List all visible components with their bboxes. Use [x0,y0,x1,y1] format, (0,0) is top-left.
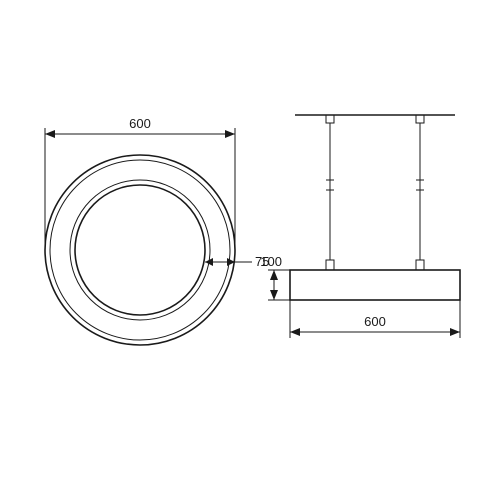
pendant-side-view: 100 600 [260,115,460,338]
body-width-dim: 600 [290,300,460,338]
ring-top-view: 600 75 [45,116,269,345]
dimension-drawing: 600 75 [0,0,500,500]
ring-diameter-label: 600 [129,116,151,131]
body-height-label: 100 [260,254,282,269]
body-width-label: 600 [364,314,386,329]
body-height-dim: 100 [260,254,290,300]
